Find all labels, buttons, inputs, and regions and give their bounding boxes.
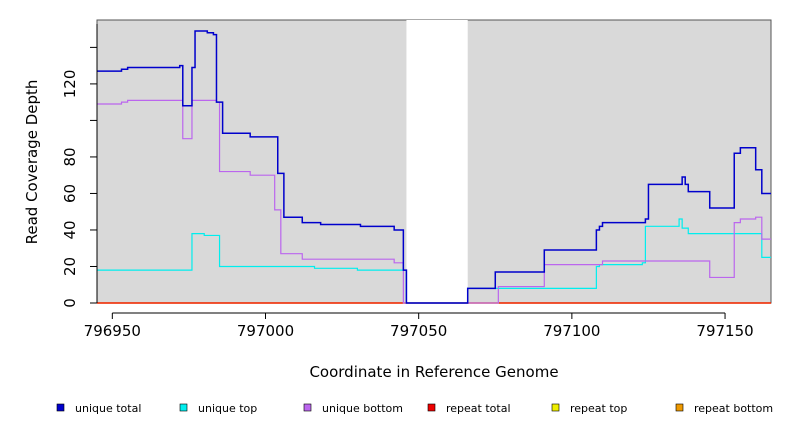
x-axis-title: Coordinate in Reference Genome bbox=[309, 363, 558, 381]
y-tick-label: 20 bbox=[61, 257, 79, 276]
plot-background bbox=[96, 19, 772, 304]
series-layer bbox=[97, 30, 771, 304]
y-tick-label: 0 bbox=[61, 298, 79, 308]
legend-label-unique-bottom: unique bottom bbox=[322, 402, 403, 415]
x-tick-label: 797100 bbox=[543, 322, 600, 340]
legend-swatch-repeat-bottom bbox=[675, 403, 684, 412]
legend-label-unique-total: unique total bbox=[75, 402, 141, 415]
y-tick-label: 60 bbox=[61, 184, 79, 203]
y-tick-label: 40 bbox=[61, 220, 79, 239]
legend-swatch-repeat-total bbox=[427, 403, 436, 412]
x-tick-label: 797000 bbox=[237, 322, 294, 340]
gap-region bbox=[406, 20, 468, 303]
x-tick-label: 796950 bbox=[84, 322, 141, 340]
legend-swatch-repeat-top bbox=[551, 403, 560, 412]
legend-swatch-unique-top bbox=[179, 403, 188, 412]
y-tick-label: 120 bbox=[61, 70, 79, 99]
x-tick-label: 797050 bbox=[390, 322, 447, 340]
legend: unique total unique top unique bottom repea… bbox=[56, 402, 773, 415]
legend-label-unique-top: unique top bbox=[198, 402, 257, 415]
legend-label-repeat-bottom: repeat bottom bbox=[694, 402, 773, 415]
y-axis-title: Read Coverage Depth bbox=[23, 80, 41, 245]
legend-swatch-unique-bottom bbox=[303, 403, 312, 412]
legend-label-repeat-total: repeat total bbox=[446, 402, 511, 415]
legend-label-repeat-top: repeat top bbox=[570, 402, 627, 415]
y-tick-label: 80 bbox=[61, 147, 79, 166]
series-line-unique-total bbox=[97, 30, 771, 304]
x-tick-label: 797150 bbox=[696, 322, 753, 340]
series-line-unique-top bbox=[97, 218, 771, 304]
series-line-unique-bottom bbox=[97, 99, 771, 304]
legend-swatch-unique-total bbox=[56, 403, 65, 412]
axes-layer: 796950 797000 797050 797100 797150 0 20 40 60 80 1… bbox=[61, 24, 754, 340]
